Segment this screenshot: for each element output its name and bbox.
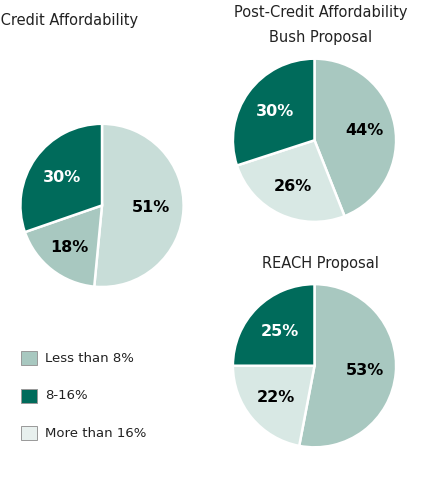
Text: 30%: 30% [43,169,81,184]
Text: 44%: 44% [345,123,383,138]
Text: REACH Proposal: REACH Proposal [262,256,379,271]
Text: Pre-Credit Affordability: Pre-Credit Affordability [0,13,138,28]
Text: Less than 8%: Less than 8% [45,352,134,365]
Wedge shape [94,124,184,287]
Text: 53%: 53% [346,363,384,378]
Text: Bush Proposal: Bush Proposal [269,30,372,45]
Wedge shape [314,59,396,216]
Text: Post-Credit Affordability: Post-Credit Affordability [234,5,408,20]
Wedge shape [299,284,396,447]
Wedge shape [237,140,345,222]
Wedge shape [233,59,314,165]
Text: 22%: 22% [256,390,295,405]
Wedge shape [233,366,314,446]
Text: 51%: 51% [132,200,170,215]
Text: 25%: 25% [261,324,299,339]
Text: More than 16%: More than 16% [45,427,147,440]
Text: 18%: 18% [50,239,88,255]
Text: 26%: 26% [274,178,312,193]
Text: 30%: 30% [256,104,294,119]
Wedge shape [25,205,102,287]
Text: 8-16%: 8-16% [45,389,88,402]
Wedge shape [20,124,102,232]
Wedge shape [233,284,314,366]
